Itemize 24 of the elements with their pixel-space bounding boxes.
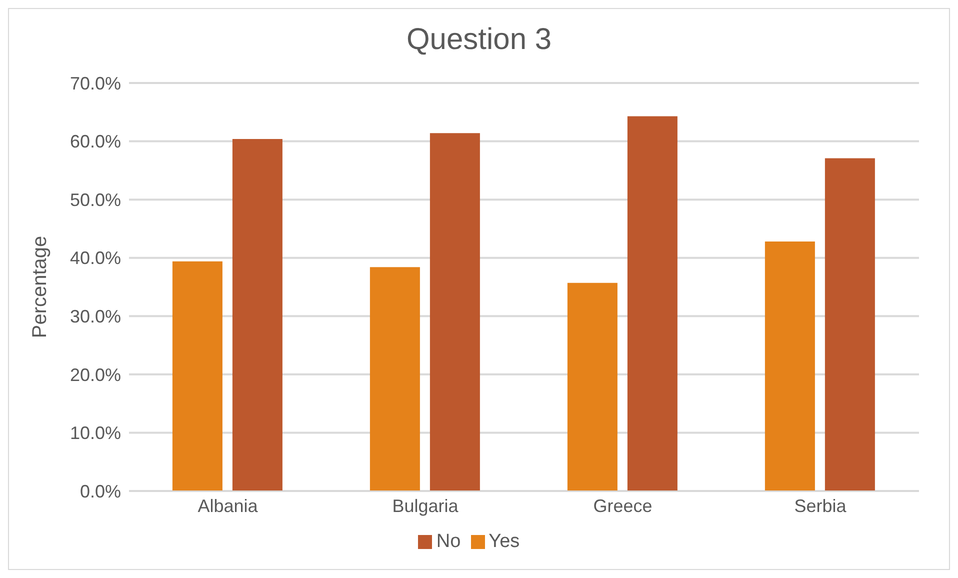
y-tick-label: 10.0%: [70, 423, 121, 444]
y-axis-title: Percentage: [29, 236, 52, 338]
y-tick-label: 70.0%: [70, 73, 121, 94]
bar: [172, 261, 222, 491]
bar: [764, 242, 815, 491]
y-tick-label: 60.0%: [70, 132, 121, 152]
chart-title: Question 3: [405, 23, 553, 58]
x-tick-label: Serbia: [794, 496, 848, 516]
bar: [627, 116, 678, 491]
bar: [430, 133, 480, 491]
x-tick-label: Greece: [593, 496, 652, 516]
y-tick-label: 30.0%: [70, 306, 121, 327]
y-tick-label: 20.0%: [70, 364, 121, 385]
x-tick-label: Albania: [198, 496, 259, 516]
bar: [567, 282, 618, 491]
y-tick-label: 0.0%: [80, 481, 121, 502]
bar: [232, 138, 282, 491]
bar: [370, 267, 420, 491]
legend-label: Yes: [488, 531, 520, 552]
y-tick-label: 40.0%: [70, 248, 121, 268]
legend-label: No: [436, 531, 461, 552]
x-tick-label: Bulgaria: [392, 496, 460, 516]
bar: [824, 158, 875, 491]
y-tick-label: 50.0%: [70, 190, 121, 210]
